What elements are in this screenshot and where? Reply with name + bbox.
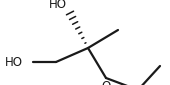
Text: O: O <box>101 79 111 85</box>
Text: HO: HO <box>49 0 67 11</box>
Text: HO: HO <box>5 56 23 69</box>
